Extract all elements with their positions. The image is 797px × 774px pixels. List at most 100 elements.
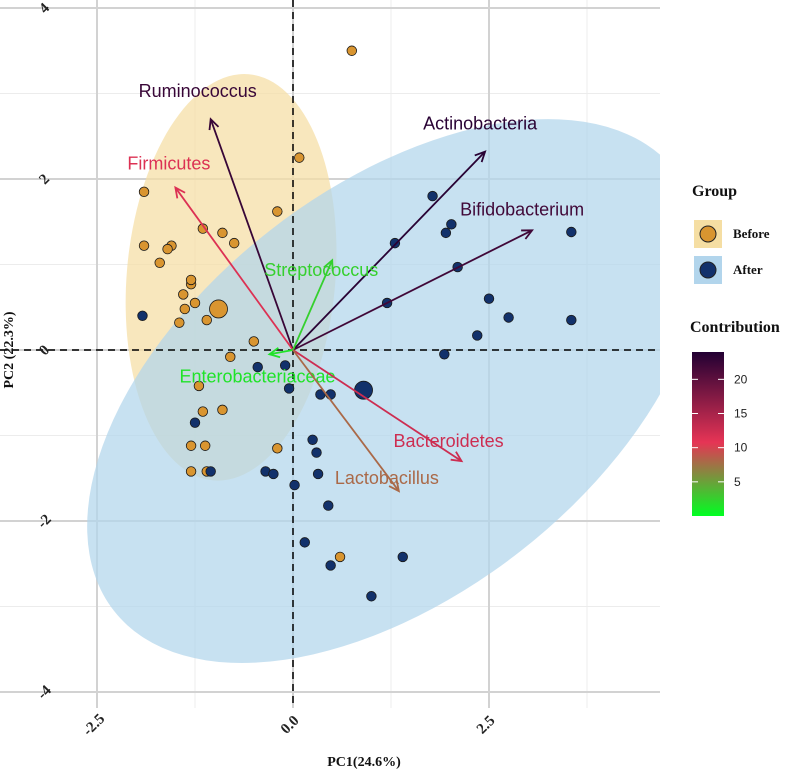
- point-before: [272, 443, 283, 454]
- arrow-streptococcus: [292, 259, 334, 351]
- arrowhead-bifidobacterium: [521, 229, 534, 240]
- colorbar-tick-label: 10: [734, 441, 748, 455]
- point-after: [279, 360, 291, 371]
- point-after: [446, 219, 457, 230]
- x-axis-title: PC1(24.6%): [327, 755, 401, 770]
- group-ellipses: [87, 74, 660, 663]
- arrowhead-lactobacillus: [388, 480, 401, 493]
- arrow-label-ruminococcus: Ruminococcus: [139, 81, 257, 101]
- legend-key-before: [699, 225, 717, 243]
- point-after: [472, 330, 483, 341]
- colorbar-tick-label: 15: [734, 407, 748, 421]
- point-after: [440, 227, 452, 239]
- arrow-label-enterobacteriaceae: Enterobacteriaceae: [179, 366, 335, 386]
- legend-contribution-title: Contribution: [690, 319, 780, 336]
- legend-label-after: After: [733, 262, 763, 277]
- point-after: [307, 434, 318, 445]
- point-before: [185, 274, 197, 286]
- point-after: [283, 383, 295, 394]
- point-after: [268, 468, 279, 480]
- point-before: [294, 152, 305, 163]
- point-before: [185, 466, 197, 477]
- contribution-colorbar: 5 10 15 20: [692, 352, 748, 516]
- arrow-actinobacteria: [292, 151, 486, 351]
- arrowhead-firmicutes: [174, 185, 186, 199]
- point-after: [289, 479, 300, 491]
- zero-reference-lines: [0, 0, 660, 708]
- arrow-ruminococcus: [209, 118, 294, 351]
- arrow-label-firmicutes: Firmicutes: [127, 154, 210, 174]
- point-before: [228, 237, 240, 249]
- colorbar-gradient: [692, 352, 724, 516]
- arrow-label-lactobacillus: Lactobacillus: [335, 468, 439, 488]
- point-after: [566, 314, 577, 326]
- point-before: [201, 314, 212, 326]
- point-after: [312, 468, 324, 480]
- x-tick-label: 0.0: [278, 713, 303, 738]
- colorbar-tick-label: 5: [734, 475, 741, 489]
- loading-arrows: Ruminococcus Firmicutes Actinobacteria Bifi…: [127, 81, 584, 493]
- point-before: [193, 380, 205, 392]
- arrowhead-ruminococcus: [208, 117, 220, 131]
- point-before: [272, 206, 283, 217]
- point-after: [427, 190, 438, 202]
- ellipse-after: [87, 119, 660, 663]
- arrowhead-actinobacteria: [474, 150, 487, 163]
- point-after: [325, 560, 336, 571]
- point-after: [299, 537, 310, 548]
- arrowhead-streptococcus: [323, 258, 334, 272]
- point-after: [366, 591, 377, 602]
- point-before: [197, 406, 209, 417]
- point-after: [137, 310, 148, 322]
- point-before: [346, 45, 358, 56]
- legend-label-before: Before: [733, 226, 770, 241]
- legend-key-after: [699, 261, 717, 279]
- point-before: [189, 297, 201, 309]
- point-before: [185, 440, 197, 451]
- point-after: [311, 447, 322, 458]
- point-after: [483, 293, 495, 304]
- x-tick-label: -2.5: [80, 711, 108, 739]
- point-before: [199, 440, 211, 451]
- legend: Group Before After Contribution 5 10 15 20: [690, 183, 780, 516]
- point-after: [503, 312, 514, 323]
- arrow-label-streptococcus: Streptococcus: [264, 260, 378, 280]
- arrow-label-bifidobacterium: Bifidobacterium: [460, 199, 584, 219]
- point-after: [389, 237, 401, 249]
- point-before: [174, 317, 185, 328]
- point-after: [439, 349, 450, 360]
- point-before: [154, 257, 165, 268]
- point-before: [138, 186, 150, 198]
- point-before: [138, 240, 150, 251]
- arrow-enterobacteriaceae: [269, 349, 294, 356]
- point-before: [162, 243, 173, 255]
- point-before: [248, 336, 260, 347]
- point-after: [397, 551, 408, 563]
- centroid-before: [209, 299, 228, 319]
- point-before: [178, 289, 189, 300]
- point-before: [217, 404, 228, 416]
- point-after: [323, 500, 334, 511]
- point-before: [217, 227, 228, 239]
- arrow-lactobacillus: [292, 349, 400, 492]
- arrow-bacteroidetes: [292, 349, 463, 462]
- arrowhead-bacteroidetes: [450, 451, 464, 463]
- x-tick-label: 2.5: [474, 713, 499, 738]
- legend-group-title: Group: [692, 183, 737, 200]
- point-before: [197, 223, 209, 234]
- y-tick-label: -2: [35, 512, 55, 532]
- point-before: [334, 551, 346, 563]
- point-after: [205, 466, 216, 477]
- colorbar-tick-label: 20: [734, 372, 748, 386]
- arrow-firmicutes: [174, 187, 294, 351]
- point-before: [225, 351, 236, 363]
- y-axis-title: PC2 (22.3%): [2, 311, 17, 388]
- point-after: [566, 226, 577, 238]
- arrow-label-actinobacteria: Actinobacteria: [423, 114, 538, 134]
- y-tick-label: -4: [35, 682, 56, 703]
- point-after: [189, 417, 201, 428]
- arrowhead-enterobacteriaceae: [267, 347, 281, 359]
- point-after: [252, 361, 263, 373]
- data-points: [137, 45, 577, 602]
